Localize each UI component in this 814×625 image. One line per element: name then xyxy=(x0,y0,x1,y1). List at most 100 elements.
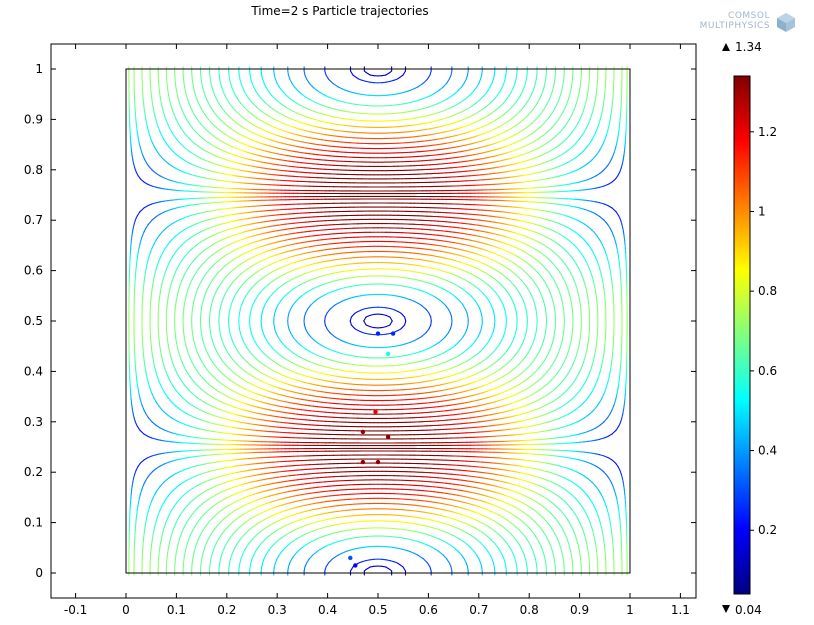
streamline-segment xyxy=(345,362,351,365)
streamline-segment xyxy=(184,296,187,302)
streamline-segment xyxy=(417,289,423,292)
streamline-segment xyxy=(542,430,548,432)
streamline-segment xyxy=(409,278,415,280)
streamline-segment xyxy=(486,237,492,240)
streamline-segment xyxy=(284,406,290,409)
streamline-segment xyxy=(593,284,596,290)
streamline-segment xyxy=(256,216,262,218)
streamline-segment xyxy=(454,242,460,244)
streamline-segment xyxy=(236,225,242,228)
streamline-segment xyxy=(159,175,165,179)
streamline-segment xyxy=(217,352,221,358)
streamline-segment xyxy=(425,380,431,382)
streamline-segment xyxy=(531,296,535,302)
streamline-segment xyxy=(482,390,488,394)
streamline-segment xyxy=(607,376,610,383)
streamline-segment xyxy=(164,393,169,399)
streamline-segment xyxy=(312,269,319,272)
streamline-segment xyxy=(220,401,226,404)
streamline-segment xyxy=(204,420,208,423)
streamline-segment xyxy=(183,332,185,338)
streamline-segment xyxy=(264,243,269,246)
streamline-segment xyxy=(140,235,143,241)
streamline-segment xyxy=(462,377,468,380)
streamline-segment xyxy=(179,217,186,220)
streamline-segment xyxy=(276,393,282,396)
streamline-segment xyxy=(530,417,536,420)
streamline-segment xyxy=(177,288,180,294)
streamline-segment xyxy=(490,401,496,404)
streamline-segment xyxy=(506,277,511,282)
streamline-segment xyxy=(145,413,149,418)
streamline-segment xyxy=(429,267,435,270)
streamline-segment xyxy=(421,332,427,337)
streamline-segment xyxy=(502,217,508,219)
streamline-segment xyxy=(525,328,528,334)
streamline-segment xyxy=(458,232,464,234)
streamline-segment xyxy=(401,343,407,346)
streamline-segment xyxy=(478,261,484,264)
streamline-segment xyxy=(276,416,282,418)
streamline-segment xyxy=(268,420,274,422)
streamline-segment xyxy=(337,361,343,364)
streamline-segment xyxy=(551,428,556,431)
streamline-segment xyxy=(349,285,355,288)
streamline-segment xyxy=(474,285,479,290)
streamline-segment xyxy=(514,263,517,266)
streamline-segment xyxy=(300,281,306,285)
streamline-segment xyxy=(187,353,191,358)
streamline-segment xyxy=(200,239,205,243)
streamline-segment xyxy=(151,284,154,289)
streamline-segment xyxy=(470,381,476,384)
streamline-segment xyxy=(433,261,440,264)
streamline-segment xyxy=(168,348,171,354)
streamline-segment xyxy=(244,402,250,406)
streamline-segment xyxy=(610,272,612,278)
streamline-segment xyxy=(260,238,266,241)
streamline-segment xyxy=(554,241,560,245)
streamline-segment xyxy=(514,254,518,258)
streamline-segment xyxy=(296,403,302,406)
streamline-segment xyxy=(296,242,302,244)
streamline-segment xyxy=(421,348,427,352)
streamline-segment xyxy=(136,251,139,258)
streamline-segment xyxy=(494,369,500,374)
streamline-segment xyxy=(209,280,213,286)
streamline-segment xyxy=(474,229,480,232)
streamline-segment xyxy=(280,411,286,414)
streamline-segment xyxy=(167,344,170,350)
streamline-segment xyxy=(208,383,211,387)
streamline-segment xyxy=(534,239,540,243)
streamline-segment xyxy=(546,269,550,274)
streamline-segment xyxy=(534,208,540,211)
streamline-segment xyxy=(466,263,472,267)
streamline-segment xyxy=(196,268,200,273)
streamline-segment xyxy=(321,267,327,270)
streamline-segment xyxy=(530,409,536,412)
streamline-segment xyxy=(441,400,448,402)
streamline-segment xyxy=(325,391,331,394)
streamline-segment xyxy=(474,410,480,413)
streamline-segment xyxy=(462,227,468,230)
streamline-segment xyxy=(216,248,222,253)
streamline-segment xyxy=(458,285,463,290)
streamline-segment xyxy=(312,362,319,366)
streamline-segment xyxy=(510,224,516,227)
streamline-segment xyxy=(136,255,139,262)
streamline-segment xyxy=(341,278,347,280)
streamline-segment xyxy=(421,272,427,275)
streamline-segment xyxy=(566,204,573,207)
streamline-segment xyxy=(486,264,492,268)
streamline-segment xyxy=(514,306,517,310)
streamline-segment xyxy=(175,406,181,411)
streamline-segment xyxy=(502,264,508,269)
streamline-segment xyxy=(177,348,180,354)
streamline-segment xyxy=(171,276,175,281)
streamline-segment xyxy=(470,400,476,403)
streamline-segment xyxy=(187,414,194,418)
streamline-segment xyxy=(153,272,156,278)
streamline-segment xyxy=(191,332,194,338)
streamline-segment xyxy=(194,292,197,298)
streamline-segment xyxy=(272,224,278,227)
streamline-segment xyxy=(510,237,516,241)
